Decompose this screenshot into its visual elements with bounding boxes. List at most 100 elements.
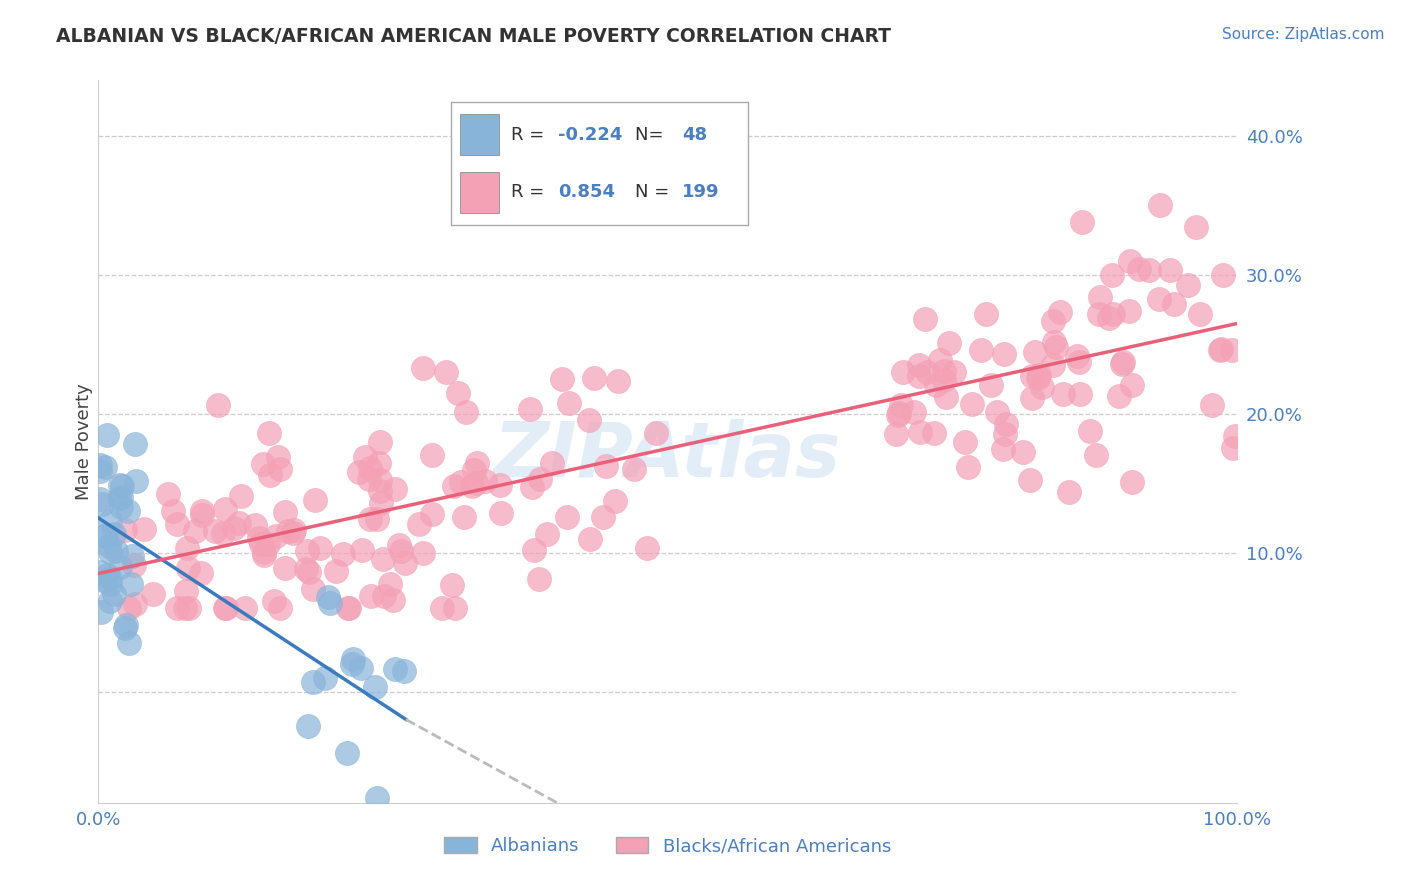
Point <box>1024 344 1046 359</box>
Point <box>1147 293 1170 307</box>
Point <box>97 540 120 554</box>
Point <box>325 564 347 578</box>
Point <box>89 605 111 619</box>
Point <box>309 541 332 555</box>
Point <box>269 462 291 476</box>
Point <box>935 390 957 404</box>
Point <box>550 372 572 386</box>
Point <box>124 437 146 451</box>
Point <box>384 482 406 496</box>
Point <box>295 544 318 558</box>
Text: Source: ZipAtlas.com: Source: ZipAtlas.com <box>1222 27 1385 42</box>
Point <box>103 587 125 601</box>
Point <box>1043 334 1066 349</box>
Point <box>179 601 201 615</box>
Point <box>252 548 274 562</box>
Point <box>302 675 325 690</box>
Point <box>115 618 138 632</box>
Point <box>993 347 1015 361</box>
Point <box>441 578 464 592</box>
Point <box>606 375 628 389</box>
Point <box>1021 391 1043 405</box>
Point <box>1021 369 1043 384</box>
Point <box>443 478 465 492</box>
Point <box>886 408 908 422</box>
Point <box>156 487 179 501</box>
Point <box>337 600 360 615</box>
Point <box>583 371 606 385</box>
Point <box>373 589 395 603</box>
Point <box>366 790 388 805</box>
Point <box>388 538 411 552</box>
Point <box>1088 307 1111 321</box>
Point <box>974 307 997 321</box>
Point <box>890 398 912 412</box>
Point <box>98 594 121 608</box>
Point <box>353 450 375 464</box>
Point <box>558 395 581 409</box>
Point <box>357 472 380 486</box>
Point <box>467 457 489 471</box>
Point <box>578 532 600 546</box>
Point <box>474 474 496 488</box>
Point <box>527 572 550 586</box>
Point <box>1211 343 1233 357</box>
Point <box>908 425 931 440</box>
Point <box>252 457 274 471</box>
Point <box>316 591 339 605</box>
Point <box>1052 387 1074 401</box>
Point <box>1185 219 1208 234</box>
Point <box>111 479 134 493</box>
Point <box>1057 485 1080 500</box>
Point <box>1212 268 1234 282</box>
Point <box>98 545 121 559</box>
Point <box>191 504 214 518</box>
Point <box>340 657 363 672</box>
Point <box>190 566 212 580</box>
Point <box>110 500 132 515</box>
Point <box>463 463 485 477</box>
Point <box>461 479 484 493</box>
Point <box>214 601 236 615</box>
Point <box>993 442 1015 456</box>
Point <box>541 456 564 470</box>
Point <box>257 425 280 440</box>
Point <box>578 413 600 427</box>
Point <box>420 507 443 521</box>
Point <box>1119 253 1142 268</box>
Point <box>215 601 238 615</box>
Point <box>274 505 297 519</box>
Point <box>1121 475 1143 490</box>
Point <box>349 465 371 479</box>
Point <box>91 498 114 512</box>
Point <box>1118 303 1140 318</box>
Point <box>122 558 145 572</box>
Point <box>1101 307 1123 321</box>
Point <box>453 510 475 524</box>
Point <box>1149 198 1171 212</box>
Point <box>297 719 319 733</box>
Point <box>1049 305 1071 319</box>
Point <box>887 406 910 420</box>
Point <box>432 601 454 615</box>
Point <box>134 522 156 536</box>
Point <box>960 397 983 411</box>
Point <box>1201 398 1223 412</box>
Point <box>903 405 925 419</box>
Point <box>214 501 236 516</box>
Point <box>118 636 141 650</box>
Point <box>489 477 512 491</box>
Point <box>107 491 129 506</box>
Point <box>212 526 235 541</box>
Point <box>228 516 250 530</box>
Point <box>370 496 392 510</box>
Point <box>1163 296 1185 310</box>
Point <box>1101 268 1123 282</box>
Point <box>389 544 412 558</box>
Point <box>1045 340 1067 354</box>
Point <box>1111 355 1133 369</box>
Point <box>108 559 131 574</box>
Point <box>450 475 472 489</box>
Point <box>1026 371 1049 385</box>
Point <box>359 511 381 525</box>
